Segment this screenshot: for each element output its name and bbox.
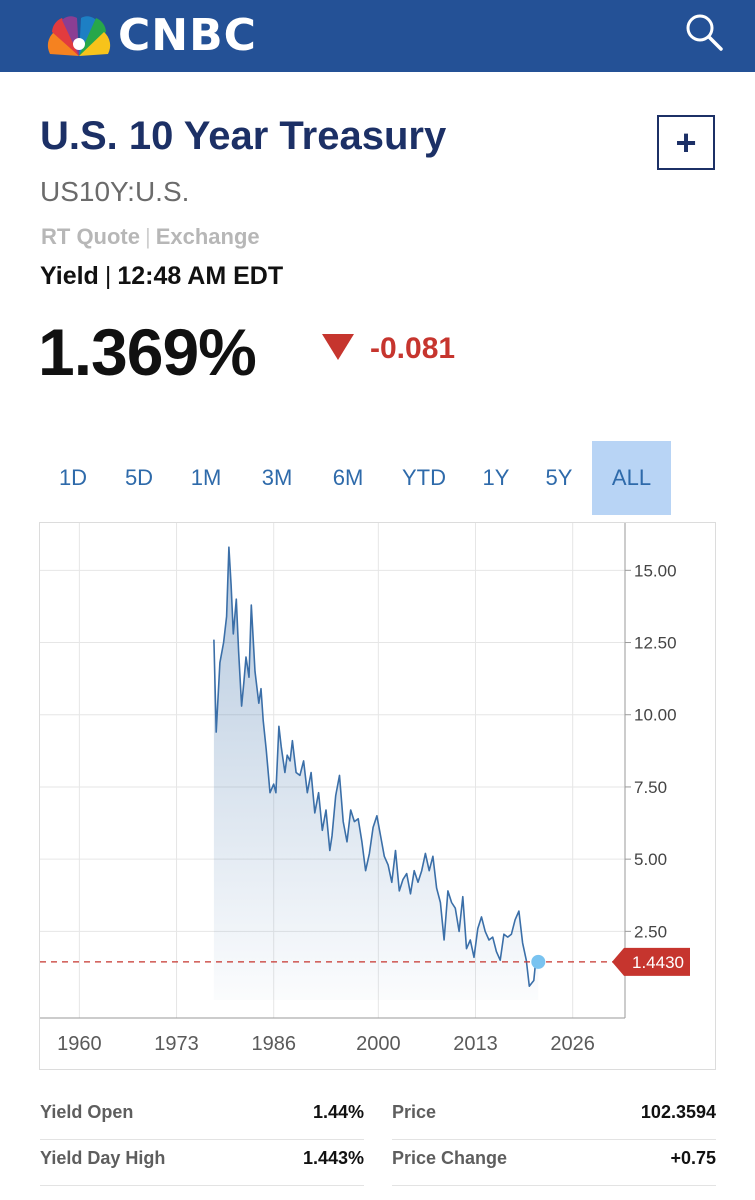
cnbc-logo[interactable]: CNBC — [44, 12, 257, 60]
stat-label: Yield Day High — [40, 1148, 166, 1168]
last-value-label: 1.4430 — [632, 953, 684, 972]
stat-value: +0.75 — [670, 1148, 716, 1168]
security-title: U.S. 10 Year Treasury — [40, 114, 447, 158]
stat-value: 102.3594 — [640, 1102, 716, 1122]
down-arrow-icon — [322, 334, 354, 360]
x-tick-label: 1973 — [154, 1033, 199, 1055]
y-tick-label: 15.00 — [634, 561, 677, 580]
tab-ytd[interactable]: YTD — [402, 465, 446, 490]
y-tick-label: 2.50 — [634, 922, 667, 941]
last-point-marker — [531, 954, 546, 969]
stat-label: Price — [392, 1102, 437, 1122]
stat-value: 1.443% — [302, 1148, 364, 1168]
rt-separator: | — [145, 224, 151, 249]
brand-name: CNBC — [118, 10, 257, 61]
last-yield: 1.369% — [38, 315, 257, 389]
x-tick-label: 1960 — [57, 1033, 102, 1055]
stat-value: 1.44% — [312, 1102, 364, 1122]
stat-label: Price Change — [392, 1148, 508, 1168]
yield-change: -0.081 — [370, 332, 456, 365]
search-button[interactable] — [682, 10, 726, 54]
x-tick-label: 2013 — [453, 1033, 498, 1055]
tab-5y[interactable]: 5Y — [545, 465, 573, 490]
stat-yield-open: Yield Open 1.44% — [40, 1094, 364, 1140]
stat-label: Yield Open — [40, 1102, 134, 1122]
time-range-tabs: 1D 5D 1M 3M 6M YTD 1Y 5Y ALL — [40, 441, 680, 515]
top-navigation-bar: CNBC — [0, 0, 755, 72]
x-tick-label: 2026 — [550, 1033, 595, 1055]
stat-price: Price 102.3594 — [392, 1094, 716, 1140]
yield-separator: | — [104, 262, 112, 290]
series-line — [213, 546, 540, 987]
y-tick-label: 12.50 — [634, 634, 677, 653]
y-tick-label: 5.00 — [634, 850, 667, 869]
add-to-watchlist-button[interactable]: + — [657, 115, 715, 170]
tab-5d[interactable]: 5D — [124, 465, 154, 490]
chart-svg: 1960 1973 1986 2000 2013 2026 2.50 5.00 7.50 10.0… — [40, 523, 690, 1055]
tab-all[interactable]: ALL — [592, 441, 671, 515]
ticker-symbol: US10Y:U.S. — [40, 176, 190, 207]
yield-chart[interactable]: 1960 1973 1986 2000 2013 2026 2.50 5.00 7.50 10.0… — [39, 522, 716, 1070]
stat-price-change: Price Change +0.75 — [392, 1140, 716, 1186]
quote-source-line: RT Quote | Exchange — [41, 224, 260, 250]
tab-1m[interactable]: 1M — [190, 465, 222, 490]
y-tick-label: 10.00 — [634, 706, 677, 725]
stat-yield-day-high: Yield Day High 1.443% — [40, 1140, 364, 1186]
x-tick-label: 1986 — [251, 1033, 296, 1055]
y-tick-label: 7.50 — [634, 778, 667, 797]
peacock-icon — [47, 16, 111, 57]
tab-6m[interactable]: 6M — [332, 465, 364, 490]
exchange-label: Exchange — [155, 224, 260, 249]
yield-label: Yield — [40, 262, 99, 290]
series-area — [213, 547, 539, 1000]
rt-quote-label: RT Quote — [41, 224, 140, 249]
x-tick-label: 2000 — [356, 1033, 401, 1055]
yield-time-line: Yield | 12:48 AM EDT — [40, 262, 283, 291]
tab-1y[interactable]: 1Y — [482, 465, 510, 490]
tab-3m[interactable]: 3M — [261, 465, 293, 490]
last-value-badge — [612, 947, 690, 976]
tab-1d[interactable]: 1D — [58, 465, 88, 490]
search-icon — [686, 14, 723, 51]
quote-time: 12:48 AM EDT — [117, 262, 284, 290]
